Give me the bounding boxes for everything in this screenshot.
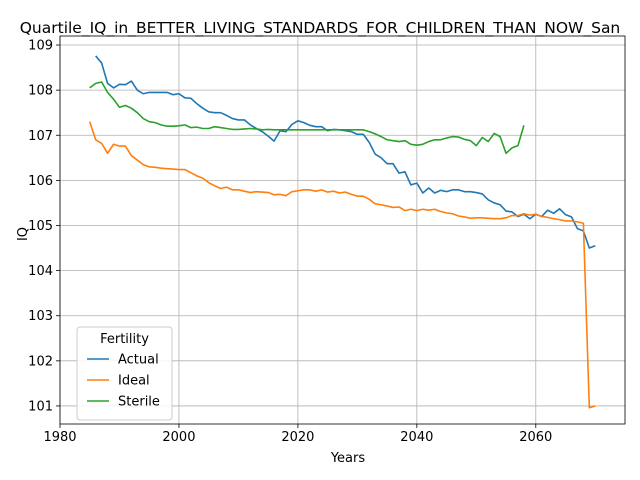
y-tick-label: 108: [28, 84, 53, 99]
legend-entries: Actual Ideal Sterile: [87, 353, 160, 410]
y-tick-label: 106: [28, 174, 53, 189]
y-tick-label: 107: [28, 129, 53, 144]
legend-label-ideal: Ideal: [118, 374, 150, 389]
series-line-sterile: [89, 81, 525, 155]
y-tick-label: 104: [28, 264, 53, 279]
y-tick-label: 109: [28, 39, 53, 54]
y-tick-label: 102: [28, 354, 53, 369]
legend-label-actual: Actual: [118, 353, 159, 368]
x-tick-label: 2000: [162, 430, 195, 445]
axis-ticks: 1980 2000 2020 2040 2060 101 102 103 104 105 106 10…: [28, 39, 552, 445]
y-tick-label: 105: [28, 219, 53, 234]
x-tick-label: 2040: [400, 430, 433, 445]
legend-box: [76, 326, 173, 421]
series-lines: [88, 55, 596, 409]
x-tick-label: 1980: [43, 430, 76, 445]
x-axis-label: Years: [330, 451, 366, 466]
chart-title: Quartile_IQ_in_BETTER_LIVING_STANDARDS_F…: [20, 19, 621, 38]
series-line-ideal: [88, 121, 596, 409]
y-tick-label: 101: [28, 399, 53, 414]
legend-label-sterile: Sterile: [118, 395, 160, 410]
legend: Fertility Actual Ideal Sterile: [76, 326, 173, 421]
grid-lines: [59, 36, 625, 424]
y-tick-label: 103: [28, 309, 53, 324]
plot-frame: [59, 35, 626, 425]
series-line-actual: [95, 55, 596, 249]
x-tick-label: 2060: [519, 430, 552, 445]
x-tick-label: 2020: [281, 430, 314, 445]
legend-title: Fertility: [100, 332, 149, 347]
y-axis-label: IQ: [16, 227, 31, 241]
